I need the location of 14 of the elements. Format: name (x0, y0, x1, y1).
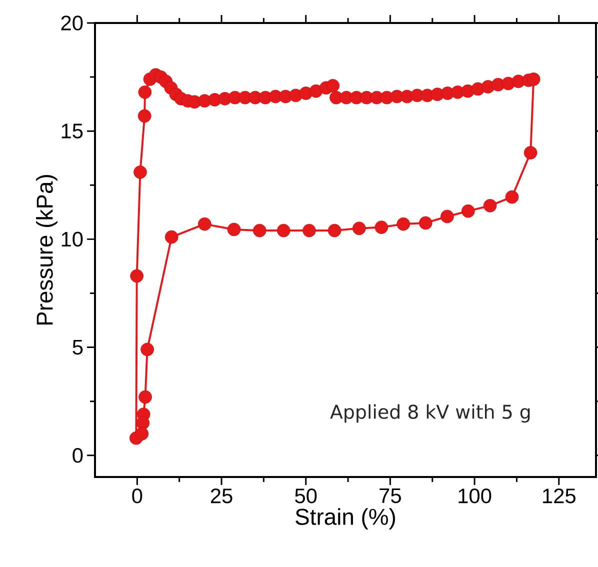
x-tick-label: 100 (458, 488, 492, 504)
x-tick-label: 50 (295, 488, 317, 504)
x-tick-label: 125 (543, 488, 576, 504)
x-tick-label: 75 (380, 488, 401, 504)
x-tick-label: 25 (210, 488, 232, 504)
y-tick-label: 20 (61, 16, 83, 30)
x-tick-label: 0 (132, 488, 142, 504)
y-axis-title: Pressure (kPa) (36, 175, 58, 325)
y-tick-label: 15 (62, 124, 83, 138)
y-tick-label: 5 (72, 340, 83, 355)
x-axis-title: Strain (%) (296, 508, 395, 530)
y-tick-label: 10 (62, 232, 83, 247)
y-tick-label: 0 (72, 448, 83, 463)
annotation: Applied 8 kV with 5 g (330, 404, 530, 423)
